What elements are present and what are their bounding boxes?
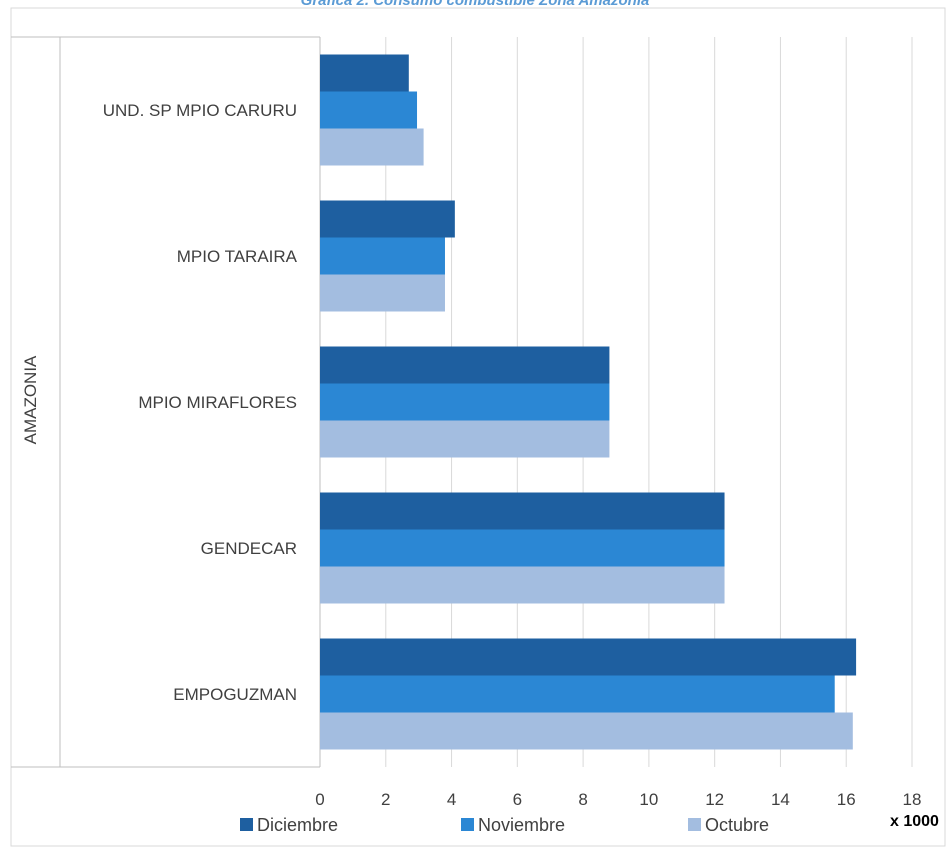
legend-swatch	[461, 818, 474, 831]
bar	[320, 200, 455, 238]
legend: Diciembre Noviembre Octubre	[240, 815, 769, 835]
bar	[320, 675, 835, 713]
bar	[320, 274, 445, 312]
tick-label: 18	[903, 790, 922, 809]
tick-label: 6	[513, 790, 522, 809]
x-tick-labels: 0 2 4 6 8 10 12 14 16 18	[315, 790, 921, 809]
legend-swatch	[240, 818, 253, 831]
tick-label: 8	[578, 790, 587, 809]
legend-label: Diciembre	[257, 815, 338, 835]
grid-lines	[385, 37, 913, 767]
bar	[320, 91, 418, 129]
category-label: MPIO TARAIRA	[177, 247, 298, 266]
category-label: GENDECAR	[201, 539, 297, 558]
tick-label: 4	[447, 790, 456, 809]
chart-border	[10, 7, 946, 847]
bar	[320, 128, 424, 166]
legend-label: Octubre	[705, 815, 769, 835]
tick-label: 12	[705, 790, 724, 809]
bar	[320, 383, 610, 421]
category-label: EMPOGUZMAN	[173, 685, 297, 704]
bar	[320, 492, 725, 530]
category-label: UND. SP MPIO CARURU	[103, 101, 297, 120]
category-label: MPIO MIRAFLORES	[138, 393, 297, 412]
bar	[320, 712, 853, 750]
tick-label: 16	[837, 790, 856, 809]
category-labels: UND. SP MPIO CARURU MPIO TARAIRA MPIO MIRA…	[103, 101, 298, 704]
bar	[320, 237, 445, 275]
axis-unit-label: x 1000	[890, 813, 939, 830]
bar	[320, 346, 610, 384]
bar	[320, 529, 725, 567]
legend-swatch	[688, 818, 701, 831]
bar	[320, 638, 857, 676]
tick-label: 14	[771, 790, 790, 809]
tick-label: 0	[315, 790, 324, 809]
tick-label: 10	[639, 790, 658, 809]
bar	[320, 420, 610, 458]
bar	[320, 566, 725, 604]
bars	[320, 54, 857, 750]
bar	[320, 54, 409, 92]
tick-label: 2	[381, 790, 390, 809]
group-axis-label: AMAZONIA	[21, 355, 40, 444]
legend-label: Noviembre	[478, 815, 565, 835]
chart-title: Gráfica 2. Consumo combustible Zona Amaz…	[301, 0, 650, 9]
